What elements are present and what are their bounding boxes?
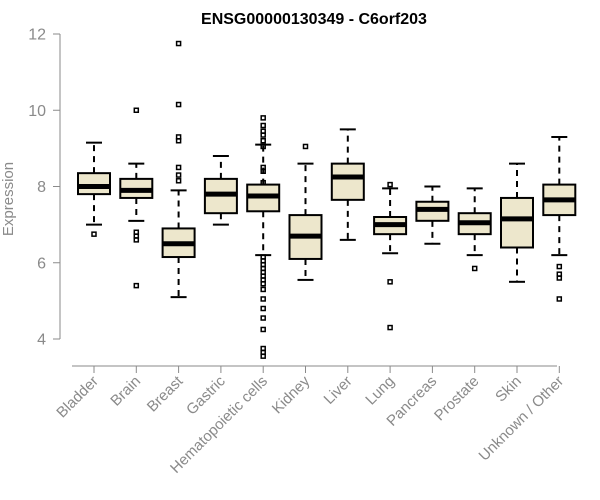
- y-tick-label: 12: [28, 27, 46, 44]
- x-tick-label: Skin: [492, 373, 525, 406]
- outlier-point: [556, 296, 563, 302]
- outlier-point: [260, 143, 266, 150]
- x-tick-label: Bladder: [53, 373, 102, 422]
- box-breast: [161, 40, 196, 299]
- outlier-point: [260, 168, 266, 174]
- outlier-point: [133, 237, 140, 243]
- box-hematopoietic-cells: [246, 115, 281, 359]
- outlier-point: [260, 326, 266, 333]
- outlier-point: [175, 164, 182, 171]
- box-gastric: [203, 155, 238, 226]
- x-tick-label: Brain: [107, 373, 144, 410]
- x-tick-label: Lung: [362, 373, 398, 409]
- outlier-point: [260, 305, 266, 312]
- outlier-point: [387, 279, 393, 285]
- box-skin: [500, 162, 534, 283]
- outlier-point: [175, 178, 182, 184]
- boxes-group: [77, 40, 577, 359]
- outlier-point: [302, 143, 309, 150]
- y-axis-ticks: 4 6 8 10 12: [28, 27, 60, 349]
- box-liver: [330, 128, 365, 241]
- outlier-point: [260, 115, 266, 121]
- outlier-point: [260, 296, 266, 302]
- outlier-point: [387, 181, 393, 188]
- outlier-point: [133, 107, 140, 113]
- outlier-point: [175, 40, 182, 47]
- outlier-point: [260, 179, 266, 186]
- outlier-point: [260, 286, 266, 293]
- outlier-point: [175, 101, 182, 108]
- chart-title: ENSG00000130349 - C6orf203: [201, 11, 427, 28]
- box-kidney: [288, 143, 323, 281]
- y-axis-label: Expression: [0, 162, 17, 236]
- x-tick-label: Kidney: [269, 372, 314, 417]
- outlier-point: [387, 324, 393, 331]
- box-body: [77, 172, 111, 196]
- outlier-point: [175, 172, 182, 178]
- outlier-point: [260, 280, 266, 287]
- y-tick-label: 10: [28, 103, 46, 120]
- outlier-point: [91, 231, 97, 237]
- box-lung: [373, 181, 408, 331]
- outlier-point: [133, 282, 140, 289]
- outlier-point: [260, 122, 266, 129]
- box-brain: [119, 107, 154, 289]
- outlier-point: [556, 263, 563, 270]
- outlier-point: [556, 275, 563, 281]
- outlier-point: [471, 265, 478, 272]
- outlier-point: [260, 132, 266, 138]
- x-tick-label: Prostate: [431, 373, 483, 425]
- box-body: [330, 162, 365, 201]
- y-tick-label: 8: [37, 179, 46, 196]
- x-tick-label: Breast: [144, 372, 187, 415]
- outlier-point: [260, 315, 266, 321]
- y-tick-label: 4: [37, 332, 46, 349]
- box-prostate: [457, 187, 492, 272]
- box-pancreas: [415, 185, 450, 245]
- box-unknown-other: [542, 135, 577, 302]
- outlier-point: [260, 138, 266, 144]
- box-bladder: [77, 141, 111, 237]
- y-tick-label: 6: [37, 255, 46, 272]
- outlier-point: [260, 353, 266, 359]
- box-body: [500, 196, 534, 249]
- outlier-point: [175, 138, 182, 144]
- x-tick-label: Liver: [321, 373, 356, 408]
